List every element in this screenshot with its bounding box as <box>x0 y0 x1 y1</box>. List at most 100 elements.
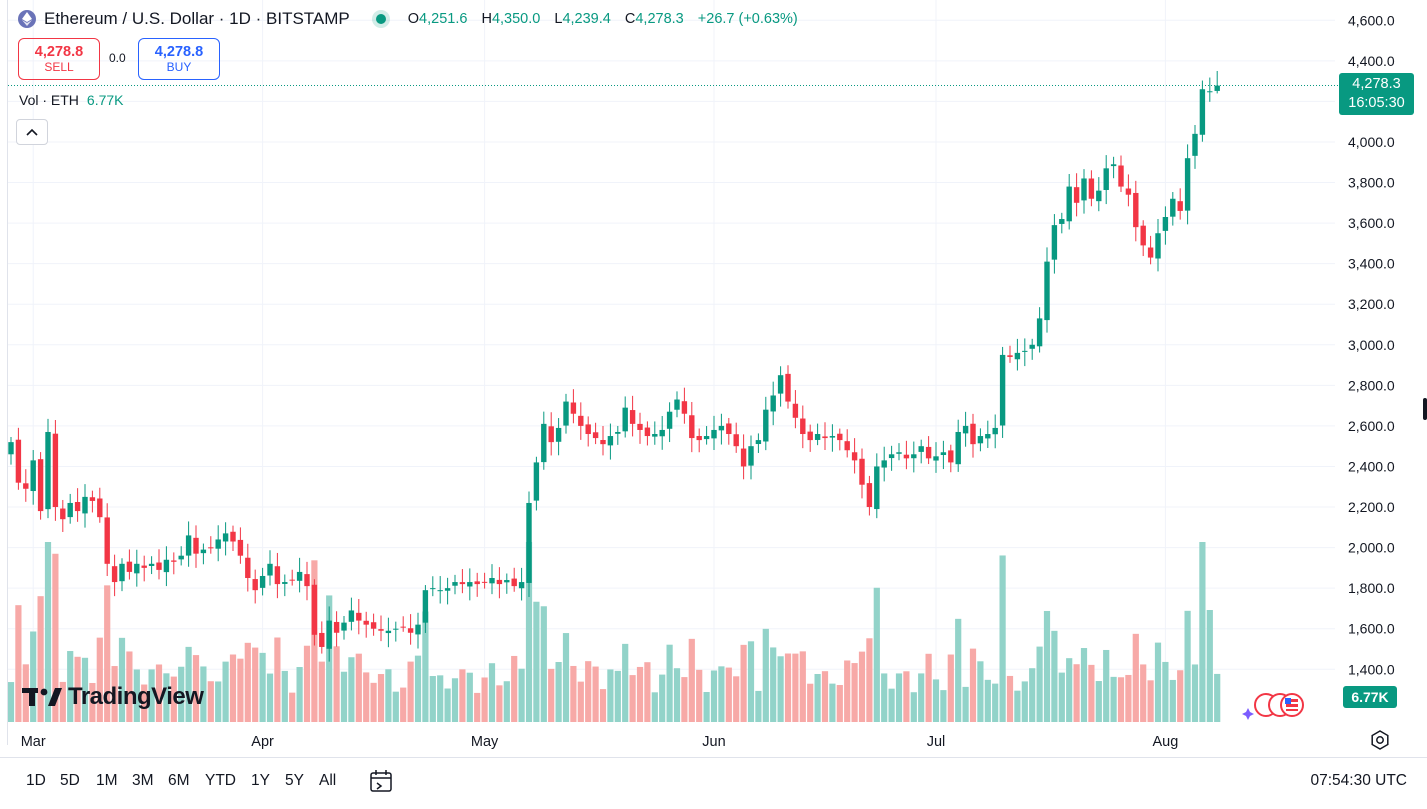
candle-body <box>319 632 325 647</box>
volume-bar <box>1117 677 1125 722</box>
candle <box>896 443 902 461</box>
symbol-title[interactable]: Ethereum / U.S. Dollar · 1D · BITSTAMP <box>44 9 350 28</box>
candle <box>415 612 421 649</box>
volume-bar <box>1088 664 1095 722</box>
volume-bar <box>659 674 666 722</box>
candle <box>592 422 599 445</box>
candle <box>711 415 717 450</box>
candle <box>126 549 133 580</box>
candle <box>948 444 954 473</box>
candle <box>570 389 577 424</box>
candle <box>718 413 725 445</box>
volume-bar <box>67 651 74 722</box>
volume-bar <box>636 666 644 722</box>
range-6m-button[interactable]: 6M <box>168 772 190 789</box>
volume-legend[interactable]: Vol · ETH 6.77K <box>19 92 124 108</box>
candle <box>348 597 355 631</box>
candle-body <box>104 517 110 564</box>
candle-body <box>696 435 702 441</box>
candle-body <box>111 566 118 583</box>
candle-body <box>489 578 495 584</box>
candle <box>111 554 118 597</box>
range-3m-button[interactable]: 3M <box>132 772 154 789</box>
events-flags-icon[interactable] <box>1240 692 1306 720</box>
volume-bar <box>1184 610 1191 722</box>
volume-bar <box>422 611 429 722</box>
candle-body <box>607 436 614 446</box>
candle-body <box>356 612 362 621</box>
volume-bar <box>718 666 725 722</box>
volume-bar <box>333 646 340 722</box>
candle-body <box>156 562 162 570</box>
candle-body <box>1214 85 1220 91</box>
sell-button[interactable]: 4,278.8 SELL <box>18 38 100 80</box>
candle-body <box>1059 219 1065 224</box>
range-1m-button[interactable]: 1M <box>96 772 118 789</box>
range-1d-button[interactable]: 1D <box>26 772 46 789</box>
volume-bar <box>104 585 111 722</box>
candle-body <box>985 434 991 439</box>
settings-gear-icon[interactable] <box>1370 730 1390 750</box>
candle <box>97 487 103 523</box>
volume-bar <box>992 683 999 722</box>
candle <box>67 493 73 524</box>
volume-bar <box>844 660 851 722</box>
tradingview-logo-icon <box>22 688 62 706</box>
candle <box>600 426 606 456</box>
volume-bar <box>836 685 843 722</box>
candle <box>407 614 414 645</box>
candle-body <box>526 502 532 583</box>
volume-bar <box>755 690 762 722</box>
candle <box>962 411 969 447</box>
candle <box>148 556 155 575</box>
candle <box>1155 219 1161 272</box>
candle-body <box>1207 91 1213 93</box>
candle-body <box>341 622 347 631</box>
range-1y-button[interactable]: 1Y <box>251 772 270 789</box>
volume-bar <box>681 677 688 722</box>
candle-body <box>52 433 59 508</box>
volume-bar <box>932 679 940 722</box>
volume-bar <box>1214 673 1221 722</box>
candle-body <box>637 423 643 430</box>
volume-bar <box>770 647 777 722</box>
range-ytd-button[interactable]: YTD <box>205 772 236 789</box>
candle-body <box>770 395 776 412</box>
utc-clock[interactable]: 07:54:30 UTC <box>1310 772 1408 789</box>
y-tick-label: 3,600.0 <box>1348 215 1395 231</box>
candle <box>770 381 776 426</box>
tradingview-logo[interactable]: TradingView <box>22 683 204 711</box>
candle <box>504 573 510 594</box>
candle <box>489 564 495 595</box>
collapse-legend-button[interactable] <box>16 119 48 145</box>
candle <box>999 346 1006 438</box>
volume-bar <box>429 676 436 722</box>
candle <box>851 438 858 474</box>
candle <box>733 422 739 453</box>
volume-bar <box>488 663 496 722</box>
candle-body <box>97 498 103 518</box>
candle <box>622 396 628 438</box>
candle <box>1214 70 1220 94</box>
range-5y-button[interactable]: 5Y <box>285 772 304 789</box>
candle <box>459 569 466 594</box>
candle-body <box>1177 201 1183 211</box>
range-5d-button[interactable]: 5D <box>60 772 80 789</box>
volume-bar <box>784 653 792 722</box>
candle-body <box>903 454 910 459</box>
candle <box>45 418 51 519</box>
candle-body <box>711 429 717 439</box>
buy-button[interactable]: 4,278.8 BUY <box>138 38 220 80</box>
x-tick-label: Jul <box>927 734 946 750</box>
candle-body <box>385 630 392 634</box>
range-all-button[interactable]: All <box>319 772 337 789</box>
candle-body <box>851 452 858 461</box>
candle <box>992 414 998 449</box>
candle-body <box>629 410 636 424</box>
volume-bar <box>259 652 266 722</box>
volume-bar <box>1051 630 1058 722</box>
scroll-handle[interactable] <box>1423 398 1427 420</box>
calendar-goto-icon[interactable] <box>369 769 395 793</box>
candle <box>777 366 784 407</box>
